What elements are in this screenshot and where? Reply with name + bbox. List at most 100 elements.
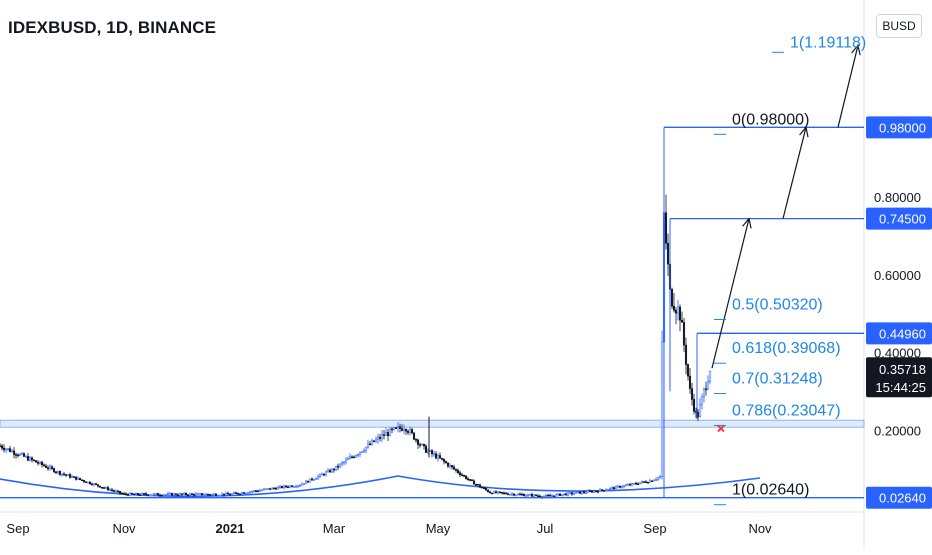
candle-body xyxy=(112,490,116,492)
candle-body xyxy=(240,492,244,495)
projection-arrow-line[interactable] xyxy=(837,45,859,128)
candle-body xyxy=(524,495,528,497)
candle-body xyxy=(78,477,82,480)
candle-body xyxy=(154,493,158,495)
price-badge-bg xyxy=(866,486,932,509)
fib-level-label[interactable]: 1(1.19118) xyxy=(790,34,866,51)
candle-body xyxy=(474,483,478,486)
y-tick-label: 0.40000 xyxy=(874,346,921,361)
last-price-badge-bg xyxy=(866,357,932,398)
candle-body xyxy=(322,473,326,476)
candle-body xyxy=(416,439,420,445)
candle-body xyxy=(350,456,354,459)
candle-body xyxy=(288,485,292,488)
x-tick-label: Sep xyxy=(6,521,29,536)
candle-body xyxy=(576,491,580,494)
candle-body xyxy=(590,490,594,493)
candle-body xyxy=(34,460,38,463)
candle-body xyxy=(654,479,658,481)
candle-body xyxy=(632,483,636,485)
candle-body xyxy=(490,492,494,495)
candle-body xyxy=(188,493,192,496)
invalidation-x-icon xyxy=(717,424,725,433)
candle-body xyxy=(210,493,214,496)
candle-body xyxy=(660,341,664,477)
x-tick-label: Nov xyxy=(748,521,772,536)
fib-level-label[interactable]: 1(0.02640) xyxy=(732,482,809,499)
projection-arrowhead xyxy=(799,125,809,138)
candle-body xyxy=(634,483,638,485)
candle-body xyxy=(30,457,34,461)
candle-body xyxy=(92,483,96,486)
candle-body xyxy=(336,465,340,468)
candle-body xyxy=(120,492,124,495)
rounding-bottom-curve[interactable] xyxy=(0,475,761,498)
candle-body xyxy=(686,364,690,377)
candle-body xyxy=(276,486,280,490)
candle-body xyxy=(358,451,362,455)
candle-body xyxy=(146,494,150,496)
candle-body xyxy=(562,493,566,496)
candle-body xyxy=(182,493,186,495)
candle-body xyxy=(506,493,510,496)
candle-body xyxy=(110,489,114,491)
candle-body xyxy=(312,479,316,481)
price-badge-bg xyxy=(866,207,932,230)
candle-body xyxy=(448,465,452,467)
candle-body xyxy=(486,489,490,493)
candle-body xyxy=(284,485,288,488)
candle-body xyxy=(606,489,610,491)
candle-body xyxy=(682,322,686,346)
candle-body xyxy=(236,492,240,495)
projection-arrow-line[interactable] xyxy=(711,218,750,369)
candle-body xyxy=(580,491,584,494)
candle-body xyxy=(314,478,318,480)
candle-body xyxy=(394,427,398,429)
candle-body xyxy=(642,481,646,483)
currency-button[interactable]: BUSD xyxy=(876,14,922,38)
fib-level-label[interactable]: 0.7(0.31248) xyxy=(732,371,823,388)
candle-body xyxy=(142,493,146,495)
candle-body xyxy=(106,487,110,491)
candle-body xyxy=(198,493,202,495)
candle-body xyxy=(174,493,178,496)
candle-body xyxy=(2,447,6,451)
fib-level-label[interactable]: 0.618(0.39068) xyxy=(732,340,841,357)
projection-arrow-line[interactable] xyxy=(782,127,807,219)
candle-body xyxy=(206,493,210,496)
candle-body xyxy=(418,444,422,446)
candle-body xyxy=(658,476,662,478)
support-zone[interactable] xyxy=(0,419,865,428)
candle-body xyxy=(690,388,694,400)
fib-level-label[interactable]: 0.5(0.50320) xyxy=(732,297,823,314)
candle-body xyxy=(638,482,642,485)
candle-body xyxy=(438,455,442,459)
candle-body xyxy=(342,461,346,464)
candle-body xyxy=(430,450,434,455)
candle-body xyxy=(194,493,198,496)
candle-body xyxy=(504,492,508,495)
candle-body xyxy=(212,493,216,496)
support-zone-group xyxy=(0,419,865,428)
price-badge-label: 0.74500 xyxy=(879,212,926,227)
candle-body xyxy=(214,493,218,496)
candle-body xyxy=(530,494,534,497)
candle-body xyxy=(612,487,616,489)
candle-body xyxy=(626,484,630,486)
candle-body xyxy=(202,494,206,496)
fib-level-label[interactable]: 0(0.98000) xyxy=(732,111,809,128)
candle-body xyxy=(266,488,270,490)
fib-level-label[interactable]: 0.786(0.23047) xyxy=(732,402,841,419)
candle-body xyxy=(72,476,76,478)
candle-body xyxy=(600,489,604,491)
projection-arrows-group xyxy=(711,43,861,369)
candle-body xyxy=(684,344,688,365)
candle-body xyxy=(324,471,328,476)
candle-body xyxy=(286,486,290,489)
candle-body xyxy=(518,493,522,496)
candle-body xyxy=(244,492,248,495)
candle-body xyxy=(104,487,108,489)
candle-body xyxy=(636,483,640,486)
